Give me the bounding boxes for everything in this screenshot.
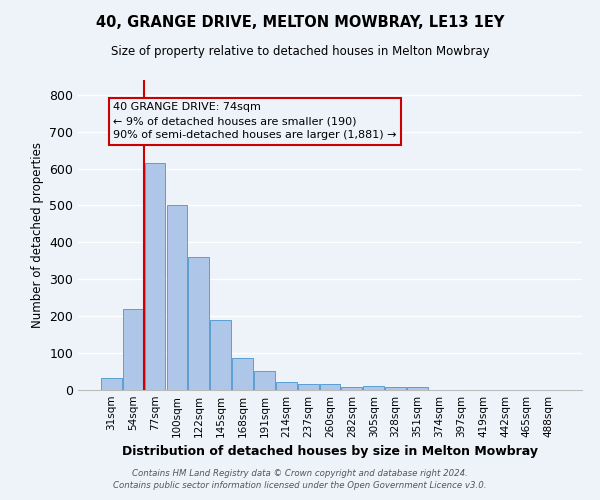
Bar	[385, 386, 406, 390]
Bar	[123, 309, 143, 390]
Text: Contains HM Land Registry data © Crown copyright and database right 2024.
Contai: Contains HM Land Registry data © Crown c…	[113, 468, 487, 490]
X-axis label: Distribution of detached houses by size in Melton Mowbray: Distribution of detached houses by size …	[122, 446, 538, 458]
Bar	[254, 371, 275, 390]
Text: 40, GRANGE DRIVE, MELTON MOWBRAY, LE13 1EY: 40, GRANGE DRIVE, MELTON MOWBRAY, LE13 1…	[96, 15, 504, 30]
Bar	[364, 386, 384, 390]
Bar	[167, 206, 187, 390]
Bar	[320, 384, 340, 390]
Bar	[341, 387, 362, 390]
Bar	[210, 320, 231, 390]
Y-axis label: Number of detached properties: Number of detached properties	[31, 142, 44, 328]
Bar	[232, 358, 253, 390]
Text: Size of property relative to detached houses in Melton Mowbray: Size of property relative to detached ho…	[110, 45, 490, 58]
Bar	[298, 384, 319, 390]
Bar	[145, 163, 166, 390]
Text: 40 GRANGE DRIVE: 74sqm
← 9% of detached houses are smaller (190)
90% of semi-det: 40 GRANGE DRIVE: 74sqm ← 9% of detached …	[113, 102, 397, 140]
Bar	[276, 382, 296, 390]
Bar	[188, 257, 209, 390]
Bar	[101, 378, 122, 390]
Bar	[407, 388, 428, 390]
